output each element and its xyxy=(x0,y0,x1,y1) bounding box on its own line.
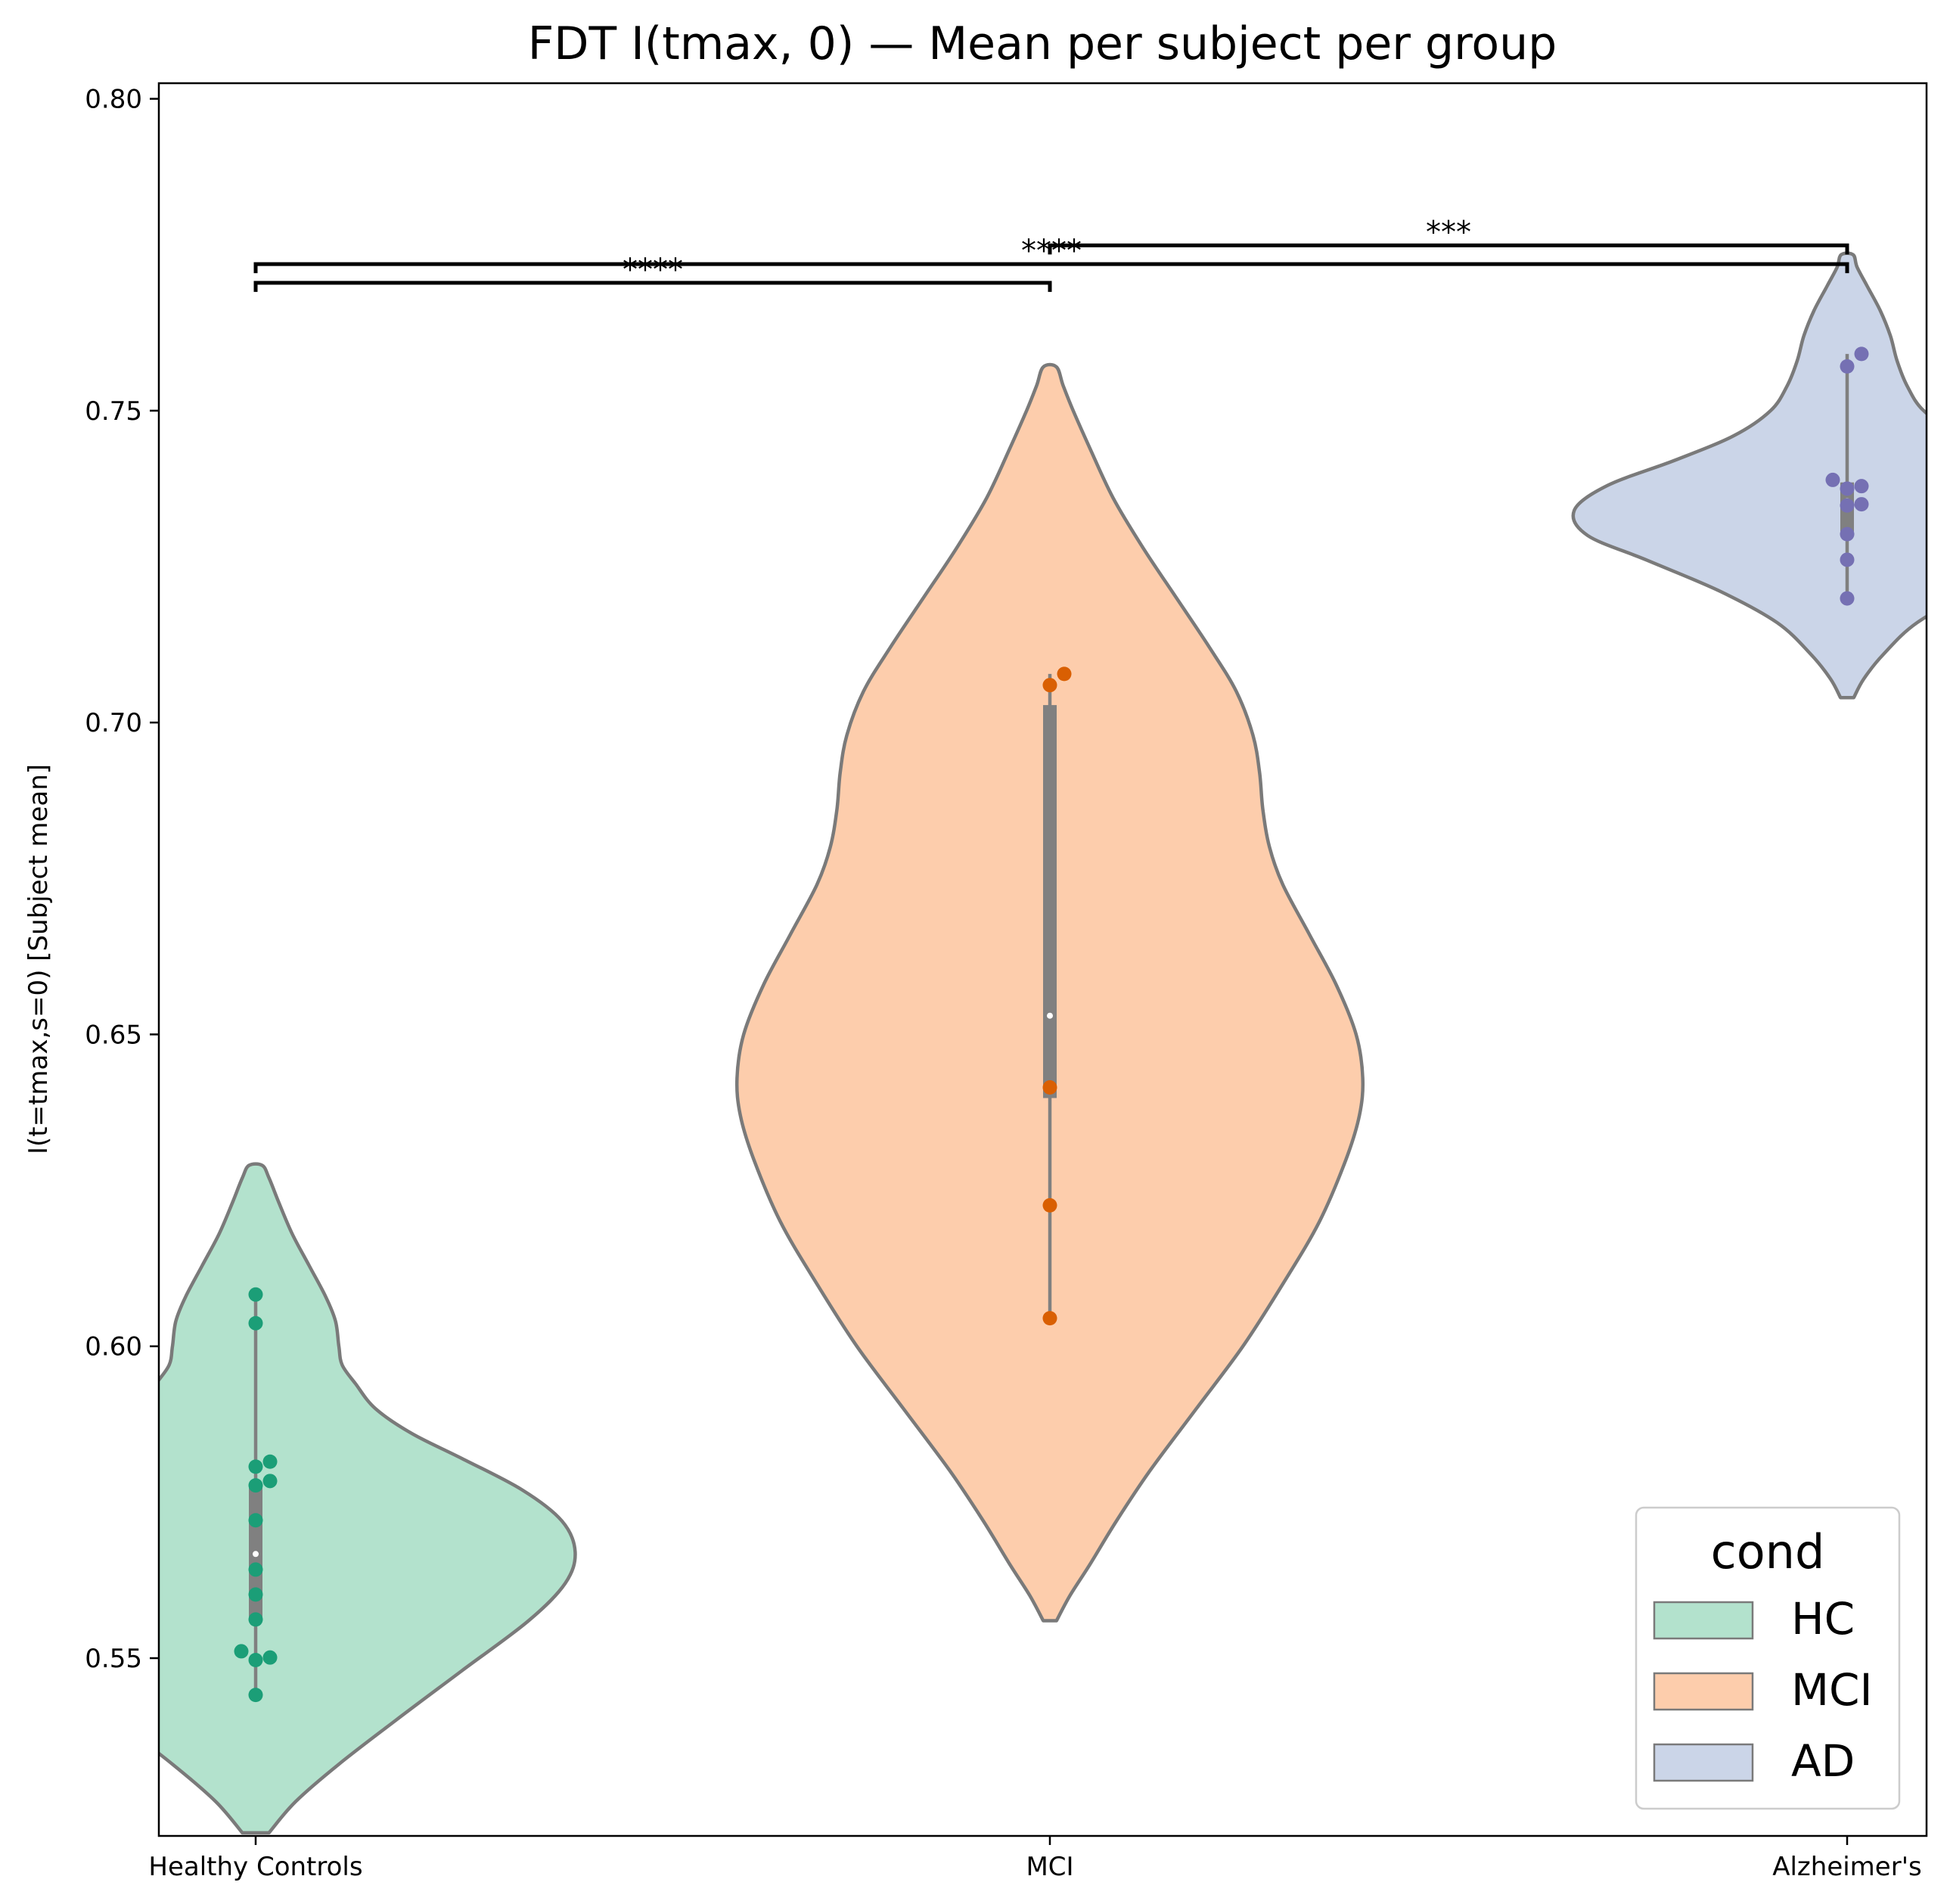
data-point-mci xyxy=(1042,678,1057,693)
data-point-ad xyxy=(1840,498,1855,513)
legend: cond HC MCI AD xyxy=(1635,1506,1901,1810)
data-point-hc xyxy=(248,1612,263,1627)
data-point-hc xyxy=(248,1315,263,1331)
legend-label-ad: AD xyxy=(1791,1735,1855,1787)
x-tick-label: Healthy Controls xyxy=(148,1852,362,1882)
data-point-hc xyxy=(248,1688,263,1703)
legend-swatch-mci xyxy=(1653,1672,1754,1711)
bracket-line xyxy=(1048,243,1849,255)
y-tick-label: 0.65 xyxy=(85,1020,142,1050)
data-point-mci xyxy=(1042,1311,1057,1326)
bracket-line xyxy=(253,281,1052,292)
data-point-ad xyxy=(1854,479,1869,494)
legend-swatch-hc xyxy=(1653,1601,1754,1640)
data-point-hc xyxy=(248,1562,263,1577)
data-point-hc xyxy=(248,1652,263,1667)
y-tick-label: 0.60 xyxy=(85,1332,142,1362)
data-point-ad xyxy=(1825,472,1840,487)
data-point-ad xyxy=(1840,552,1855,567)
y-axis-label: I(t=tmax,s=0) [Subject mean] xyxy=(23,764,54,1154)
data-point-hc xyxy=(248,1587,263,1602)
data-point-hc xyxy=(262,1454,278,1469)
data-point-ad xyxy=(1840,359,1855,374)
significance-label: **** xyxy=(623,253,683,287)
data-point-hc xyxy=(262,1474,278,1489)
data-point-hc xyxy=(248,1287,263,1302)
data-point-hc xyxy=(234,1644,249,1659)
data-point-mci xyxy=(1057,666,1072,682)
violin-hc xyxy=(159,1162,577,1835)
data-point-ad xyxy=(1854,497,1869,512)
legend-label-hc: HC xyxy=(1791,1593,1855,1645)
y-tick-label: 0.70 xyxy=(85,708,142,738)
x-axis: Healthy Controls MCI Alzheimer's xyxy=(148,1836,1922,1882)
legend-box xyxy=(1635,1506,1901,1810)
x-tick-label: MCI xyxy=(1026,1852,1073,1882)
legend-swatch-ad xyxy=(1653,1743,1754,1782)
data-point-hc xyxy=(262,1650,278,1665)
x-tick-label: Alzheimer's xyxy=(1772,1852,1922,1882)
data-point-ad xyxy=(1840,481,1855,496)
significance-brackets: *********** xyxy=(253,215,1849,292)
data-point-mci xyxy=(1042,1080,1057,1095)
plot-frame xyxy=(157,82,1928,1837)
data-point-ad xyxy=(1854,346,1869,362)
data-point-ad xyxy=(1840,526,1855,542)
y-tick-label: 0.55 xyxy=(85,1644,142,1674)
median-marker-mci xyxy=(1047,1012,1053,1019)
chart-title: FDT I(tmax, 0) — Mean per subject per gr… xyxy=(528,17,1557,70)
legend-title: cond xyxy=(1711,1524,1825,1579)
median-marker-hc xyxy=(253,1551,259,1558)
y-tick-label: 0.80 xyxy=(85,85,142,115)
data-point-hc xyxy=(248,1513,263,1528)
y-axis: 0.55 0.60 0.65 0.70 0.75 0.80 xyxy=(85,85,159,1674)
legend-label-mci: MCI xyxy=(1791,1664,1873,1716)
data-point-mci xyxy=(1042,1197,1057,1213)
data-point-hc xyxy=(248,1478,263,1493)
y-tick-label: 0.75 xyxy=(85,396,142,427)
data-point-hc xyxy=(248,1459,263,1474)
bracket-line xyxy=(253,262,1849,274)
points-layer xyxy=(234,346,1869,1703)
data-point-ad xyxy=(1840,591,1855,606)
iqr-box-mci xyxy=(1043,705,1057,1098)
significance-label: *** xyxy=(1426,215,1471,250)
